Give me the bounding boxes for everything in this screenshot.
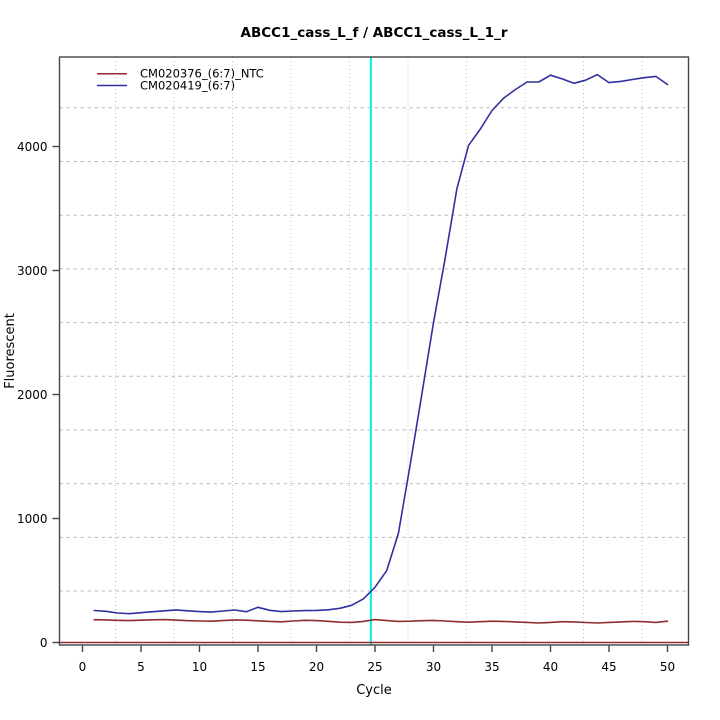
- x-tick-label: 25: [367, 660, 382, 674]
- x-tick-label: 5: [137, 660, 145, 674]
- x-tick-label: 35: [484, 660, 499, 674]
- x-tick-label: 0: [79, 660, 87, 674]
- y-tick-label: 0: [40, 636, 48, 650]
- grid-layer: [59, 57, 689, 645]
- y-tick-label: 2000: [17, 388, 48, 402]
- series-layer: [93, 73, 669, 624]
- axis-ticks-layer: 0 5 10 15 20 25 30 35 40 45 50 0 1000 2000 3000 4000: [17, 140, 675, 674]
- y-tick-label: 4000: [17, 140, 48, 154]
- x-tick-label: 45: [601, 660, 616, 674]
- x-tick-label: 50: [660, 660, 675, 674]
- x-tick-label: 20: [309, 660, 324, 674]
- x-tick-label: 40: [543, 660, 558, 674]
- series-line-sample: [93, 73, 669, 615]
- legend-label: CM020419_(6:7): [140, 79, 235, 93]
- y-axis-label: Fluorescent: [3, 313, 18, 389]
- series-line-ntc: [93, 618, 669, 624]
- x-tick-label: 30: [426, 660, 441, 674]
- legend-label: CM020376_(6:7)_NTC: [140, 67, 264, 81]
- chart-title: ABCC1_cass_L_f / ABCC1_cass_L_1_r: [241, 25, 508, 41]
- y-tick-label: 1000: [17, 512, 48, 526]
- y-tick-label: 3000: [17, 264, 48, 278]
- x-axis-label: Cycle: [356, 683, 392, 698]
- x-tick-label: 15: [250, 660, 265, 674]
- plot-border-box: [58, 56, 690, 646]
- reference-lines-layer: [59, 57, 689, 645]
- x-tick-label: 10: [192, 660, 207, 674]
